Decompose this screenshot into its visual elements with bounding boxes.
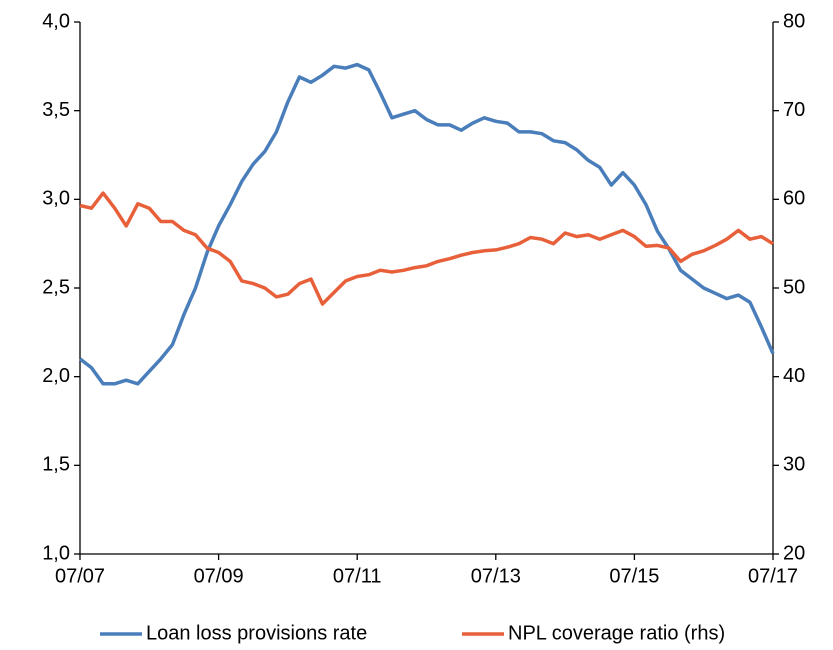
- y-tick-label: 3,5: [42, 99, 70, 121]
- y-tick-label: 1,5: [42, 454, 70, 476]
- series-line: [78, 62, 775, 386]
- y2-tick-label: 80: [783, 10, 805, 32]
- x-tick-label: 07/15: [609, 565, 659, 587]
- y-tick-label: 4,0: [42, 10, 70, 32]
- y2-tick-label: 50: [783, 276, 805, 298]
- y2-tick-label: 30: [783, 454, 805, 476]
- y-tick-label: 2,0: [42, 365, 70, 387]
- y2-tick-label: 70: [783, 99, 805, 121]
- legend-label: NPL coverage ratio (rhs): [508, 622, 725, 644]
- series-line: [79, 191, 774, 306]
- x-tick-label: 07/11: [333, 565, 382, 587]
- y2-tick-label: 60: [783, 188, 805, 210]
- y2-tick-label: 20: [783, 542, 805, 564]
- y-tick-label: 2,5: [42, 276, 70, 298]
- y-tick-label: 1,0: [42, 542, 70, 564]
- y-tick-label: 3,0: [42, 188, 70, 210]
- x-tick-label: 07/13: [471, 565, 521, 587]
- legend-label: Loan loss provisions rate: [146, 622, 367, 644]
- x-tick-label: 07/09: [194, 565, 244, 587]
- y2-tick-label: 40: [783, 365, 805, 387]
- x-tick-label: 07/17: [748, 565, 798, 587]
- x-tick-label: 07/07: [55, 565, 105, 587]
